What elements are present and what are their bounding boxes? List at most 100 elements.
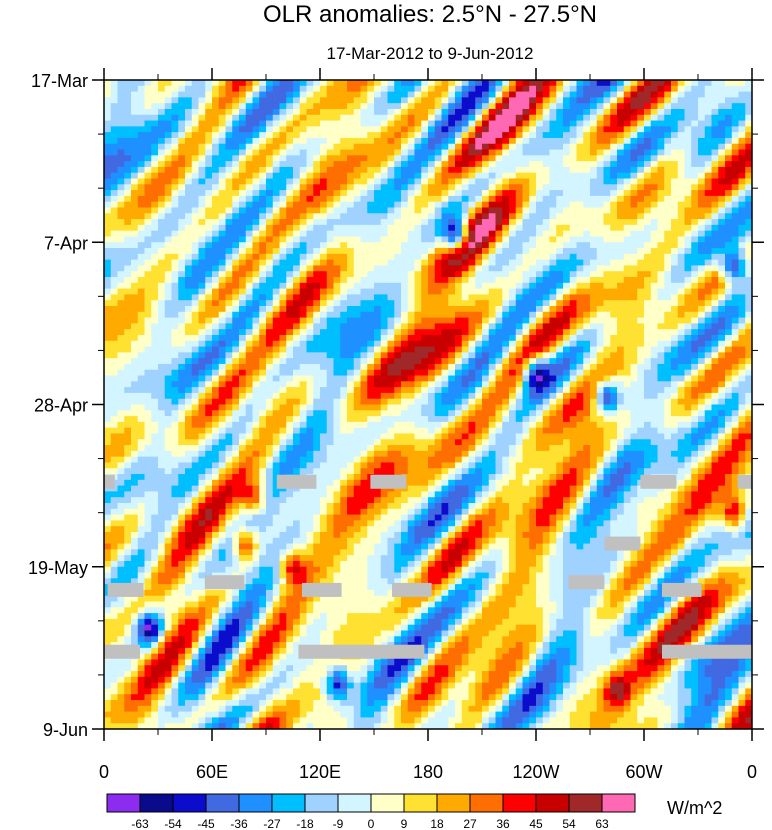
field-cell bbox=[191, 323, 200, 330]
field-cell bbox=[569, 363, 578, 371]
field-cell bbox=[556, 80, 564, 87]
field-cell bbox=[353, 230, 362, 238]
field-cell bbox=[529, 126, 537, 133]
field-cell bbox=[630, 288, 638, 295]
field-cell bbox=[259, 80, 267, 87]
field-cell bbox=[144, 230, 152, 238]
field-cell bbox=[367, 132, 375, 139]
field-cell bbox=[745, 155, 752, 162]
field-cell bbox=[569, 224, 578, 232]
field-cell bbox=[495, 149, 503, 156]
field-cell bbox=[414, 80, 422, 87]
field-cell bbox=[394, 294, 402, 301]
field-cell bbox=[137, 300, 146, 307]
field-cell bbox=[576, 230, 584, 238]
field-cell bbox=[353, 172, 362, 180]
field-cell bbox=[353, 369, 362, 377]
field-cell bbox=[657, 120, 665, 127]
field-cell bbox=[340, 132, 348, 139]
field-cell bbox=[455, 317, 463, 324]
field-cell bbox=[455, 80, 463, 87]
field-cell bbox=[698, 369, 706, 377]
field-cell bbox=[232, 277, 240, 284]
field-cell bbox=[279, 253, 287, 261]
field-cell bbox=[522, 195, 530, 203]
field-cell bbox=[731, 137, 740, 145]
field-cell bbox=[718, 120, 726, 127]
field-cell bbox=[650, 248, 659, 255]
field-cell bbox=[502, 85, 510, 93]
field-cell bbox=[326, 288, 335, 295]
field-cell bbox=[664, 305, 672, 313]
field-cell bbox=[394, 271, 402, 278]
field-cell bbox=[218, 137, 227, 145]
field-cell bbox=[522, 230, 530, 238]
field-cell bbox=[252, 305, 260, 313]
field-cell bbox=[495, 213, 503, 220]
field-cell bbox=[239, 329, 247, 336]
field-cell bbox=[279, 236, 287, 243]
field-cell bbox=[738, 288, 746, 295]
field-cell bbox=[441, 195, 449, 203]
field-cell bbox=[353, 248, 362, 255]
field-cell bbox=[455, 253, 463, 261]
field-cell bbox=[488, 311, 497, 319]
field-cell bbox=[664, 323, 672, 330]
field-cell bbox=[124, 248, 132, 255]
field-cell bbox=[124, 346, 132, 353]
field-cell bbox=[239, 294, 247, 301]
field-cell bbox=[104, 265, 112, 272]
field-cell bbox=[448, 132, 456, 139]
field-cell bbox=[239, 132, 247, 139]
field-cell bbox=[212, 346, 220, 353]
field-cell bbox=[320, 271, 328, 278]
field-cell bbox=[293, 108, 301, 116]
field-cell bbox=[333, 329, 341, 336]
field-cell bbox=[738, 317, 746, 324]
field-cell bbox=[569, 317, 578, 324]
field-cell bbox=[401, 143, 409, 151]
field-cell bbox=[353, 97, 362, 104]
field-cell bbox=[522, 363, 530, 371]
field-cell bbox=[691, 172, 699, 180]
field-cell bbox=[104, 352, 112, 359]
field-cell bbox=[198, 288, 206, 295]
field-cell bbox=[171, 114, 179, 122]
field-cell bbox=[239, 143, 247, 151]
field-cell bbox=[731, 369, 740, 377]
field-cell bbox=[542, 103, 551, 110]
field-cell bbox=[421, 329, 429, 336]
field-cell bbox=[623, 190, 632, 197]
field-cell bbox=[347, 213, 355, 220]
field-cell bbox=[657, 224, 665, 232]
field-cell bbox=[387, 103, 395, 110]
field-cell bbox=[124, 143, 132, 151]
field-cell bbox=[704, 265, 713, 272]
field-cell bbox=[441, 143, 449, 151]
field-cell bbox=[326, 184, 335, 191]
field-cell bbox=[266, 143, 274, 151]
field-cell bbox=[556, 259, 564, 267]
field-cell bbox=[610, 329, 618, 336]
field-cell bbox=[326, 103, 335, 110]
field-cell bbox=[131, 132, 139, 139]
field-cell bbox=[434, 219, 443, 226]
field-cell bbox=[590, 253, 598, 261]
field-cell bbox=[434, 352, 443, 359]
field-cell bbox=[711, 224, 719, 232]
field-cell bbox=[171, 375, 179, 382]
field-cell bbox=[110, 277, 119, 284]
field-cell bbox=[549, 375, 557, 382]
field-cell bbox=[731, 305, 740, 313]
field-cell bbox=[623, 195, 632, 203]
field-cell bbox=[286, 294, 294, 301]
field-cell bbox=[455, 213, 463, 220]
field-cell bbox=[374, 369, 382, 377]
field-cell bbox=[347, 358, 355, 365]
field-cell bbox=[704, 143, 713, 151]
field-cell bbox=[191, 155, 200, 162]
field-cell bbox=[164, 166, 173, 174]
field-cell bbox=[698, 178, 706, 185]
field-cell bbox=[529, 294, 537, 301]
field-cell bbox=[698, 80, 706, 87]
